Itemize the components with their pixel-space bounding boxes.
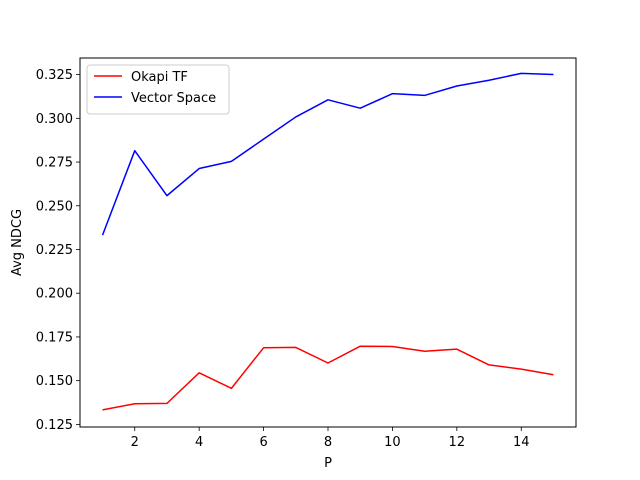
- legend-label-okapi-tf: Okapi TF: [131, 70, 188, 85]
- x-axis-label: P: [324, 456, 332, 471]
- x-tick-label: 14: [513, 435, 530, 450]
- x-tick-label: 6: [259, 435, 267, 450]
- x-tick-label: 12: [449, 435, 466, 450]
- x-tick-label: 8: [324, 435, 332, 450]
- x-tick-label: 10: [384, 435, 401, 450]
- y-tick-label: 0.200: [36, 287, 73, 302]
- x-axis-ticks: 2 4 6 8 10 12 14: [131, 427, 530, 450]
- y-tick-label: 0.300: [36, 112, 73, 127]
- y-tick-label: 0.175: [36, 330, 73, 345]
- y-tick-label: 0.325: [36, 68, 73, 83]
- y-tick-label: 0.250: [36, 199, 73, 214]
- series-line-okapi-tf: [102, 345, 554, 411]
- plot-lines: [101, 72, 554, 411]
- y-axis-ticks: 0.125 0.150 0.175 0.200 0.225 0.250 0.275 0.300…: [36, 68, 80, 433]
- x-tick-label: 4: [195, 435, 203, 450]
- y-axis-label: Avg NDCG: [10, 209, 25, 276]
- x-tick-label: 2: [131, 435, 139, 450]
- legend: Okapi TF Vector Space: [86, 64, 230, 115]
- y-tick-label: 0.275: [36, 156, 73, 171]
- series-line-vector-space: [101, 72, 554, 236]
- y-tick-label: 0.150: [36, 374, 73, 389]
- legend-label-vector-space: Vector Space: [131, 91, 216, 106]
- legend-box: [86, 64, 230, 115]
- y-tick-label: 0.225: [36, 243, 73, 258]
- y-tick-label: 0.125: [36, 418, 73, 433]
